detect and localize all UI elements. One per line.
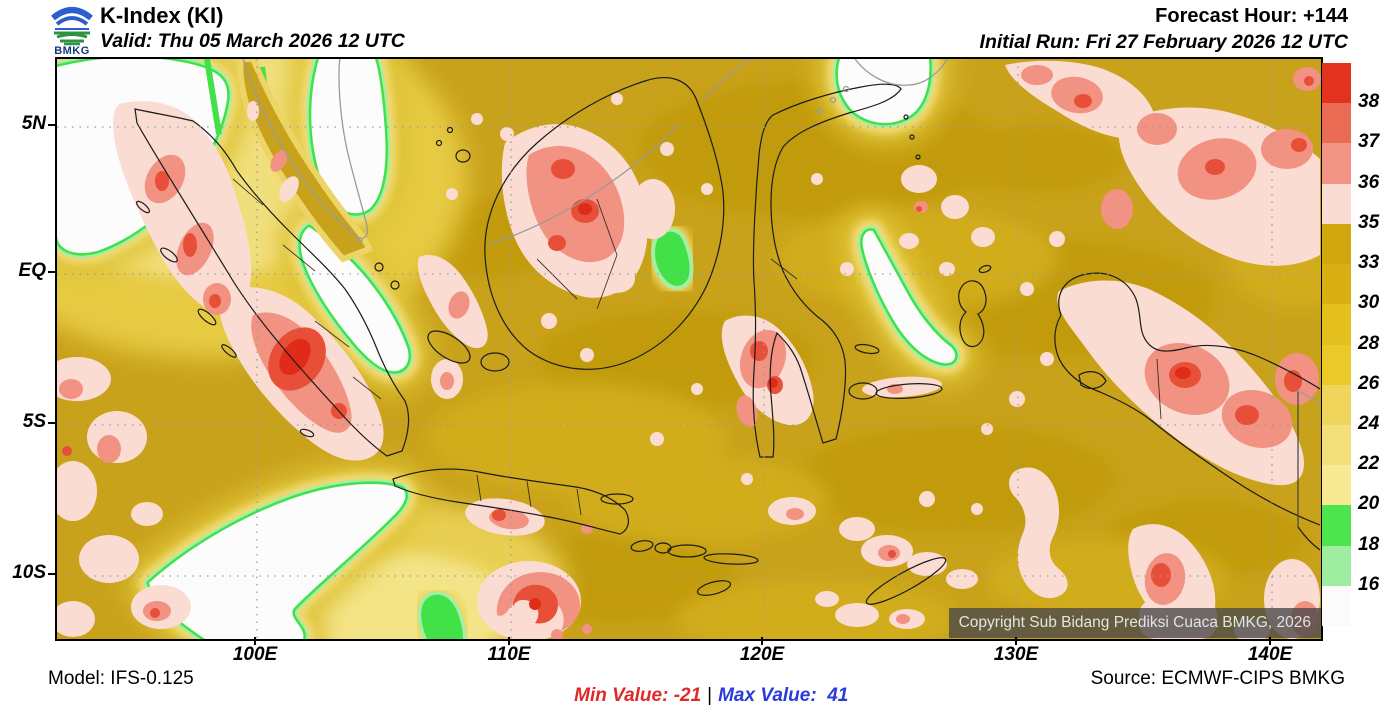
legend-label: 26 — [1358, 372, 1380, 394]
lon-tick — [508, 637, 510, 645]
lat-label: 5N — [21, 113, 46, 134]
forecast-map: Copyright Sub Bidang Prediksi Cuaca BMKG… — [55, 57, 1323, 641]
legend-color-block — [1322, 545, 1351, 586]
bmkg-logo-text: BMKG — [54, 45, 90, 57]
lat-tick — [48, 271, 56, 273]
lon-tick — [254, 637, 256, 645]
header-right: Forecast Hour: +144 Initial Run: Fri 27 … — [860, 3, 1348, 55]
coastlines-indonesia — [134, 77, 1321, 605]
legend-label: 36 — [1358, 171, 1380, 193]
bmkg-logo-icon — [51, 7, 93, 46]
legend-color-block — [1322, 103, 1351, 144]
graticule — [57, 59, 1321, 639]
model-label: Model: IFS-0.125 — [48, 668, 194, 689]
legend-color-block — [1322, 304, 1351, 345]
legend-color-block — [1322, 344, 1351, 385]
legend-color-block — [1322, 505, 1351, 546]
minmax-separator: | — [707, 685, 713, 706]
min-value-label: Min Value: -21 — [574, 685, 702, 706]
legend-color-block — [1322, 223, 1351, 265]
lat-tick — [48, 573, 56, 575]
legend-color-block — [1322, 424, 1351, 466]
legend-color-block — [1322, 143, 1351, 184]
map-graphic — [57, 59, 1321, 639]
legend-label: 37 — [1358, 131, 1380, 153]
lon-tick — [1015, 637, 1017, 645]
legend-label: 22 — [1358, 453, 1380, 475]
legend-label: 38 — [1358, 91, 1380, 113]
lon-label: 140E — [1247, 644, 1293, 665]
legend-label: 33 — [1358, 252, 1380, 274]
initial-run: Initial Run: Fri 27 February 2026 12 UTC — [979, 31, 1348, 53]
legend-color-block — [1322, 384, 1351, 425]
legend-bar — [1322, 63, 1351, 627]
lon-label: 110E — [487, 644, 531, 665]
lat-label: EQ — [18, 260, 46, 281]
max-value-label: Max Value: 41 — [718, 685, 849, 706]
lon-tick — [761, 637, 763, 645]
legend-color-block — [1322, 264, 1351, 305]
valid-time: Valid: Thu 05 March 2026 12 UTC — [100, 30, 405, 52]
legend-color-block — [1322, 465, 1351, 506]
lon-label: 130E — [993, 644, 1039, 665]
lat-tick — [48, 124, 56, 126]
legend-color-block — [1322, 585, 1351, 627]
legend-label: 20 — [1358, 493, 1380, 515]
lat-label: 5S — [22, 411, 46, 432]
minmax-line: Min Value: -21 | Max Value: 41 — [553, 663, 848, 709]
lat-label: 10S — [12, 562, 46, 583]
legend-color-block — [1322, 63, 1351, 104]
source-label: Source: ECMWF-CIPS BMKG — [1090, 668, 1345, 689]
forecast-hour: Forecast Hour: +144 — [1155, 5, 1348, 27]
legend-label: 30 — [1358, 292, 1380, 314]
page-title: K-Index (KI) — [100, 3, 224, 28]
coastlines-foreign — [242, 59, 1321, 403]
legend-label: 28 — [1358, 332, 1380, 354]
legend-color-block — [1322, 183, 1351, 224]
map-peninsula-band — [237, 59, 373, 263]
legend-label: 24 — [1358, 412, 1380, 434]
lon-tick — [1269, 637, 1271, 645]
legend-label: 16 — [1358, 573, 1380, 595]
legend-label: 18 — [1358, 533, 1380, 555]
lat-tick — [48, 422, 56, 424]
bmkg-logo: BMKG — [45, 2, 99, 58]
lon-label: 100E — [232, 644, 278, 665]
lon-label: 120E — [739, 644, 785, 665]
copyright-note: Copyright Sub Bidang Prediksi Cuaca BMKG… — [948, 608, 1321, 638]
legend-label: 35 — [1358, 211, 1380, 233]
